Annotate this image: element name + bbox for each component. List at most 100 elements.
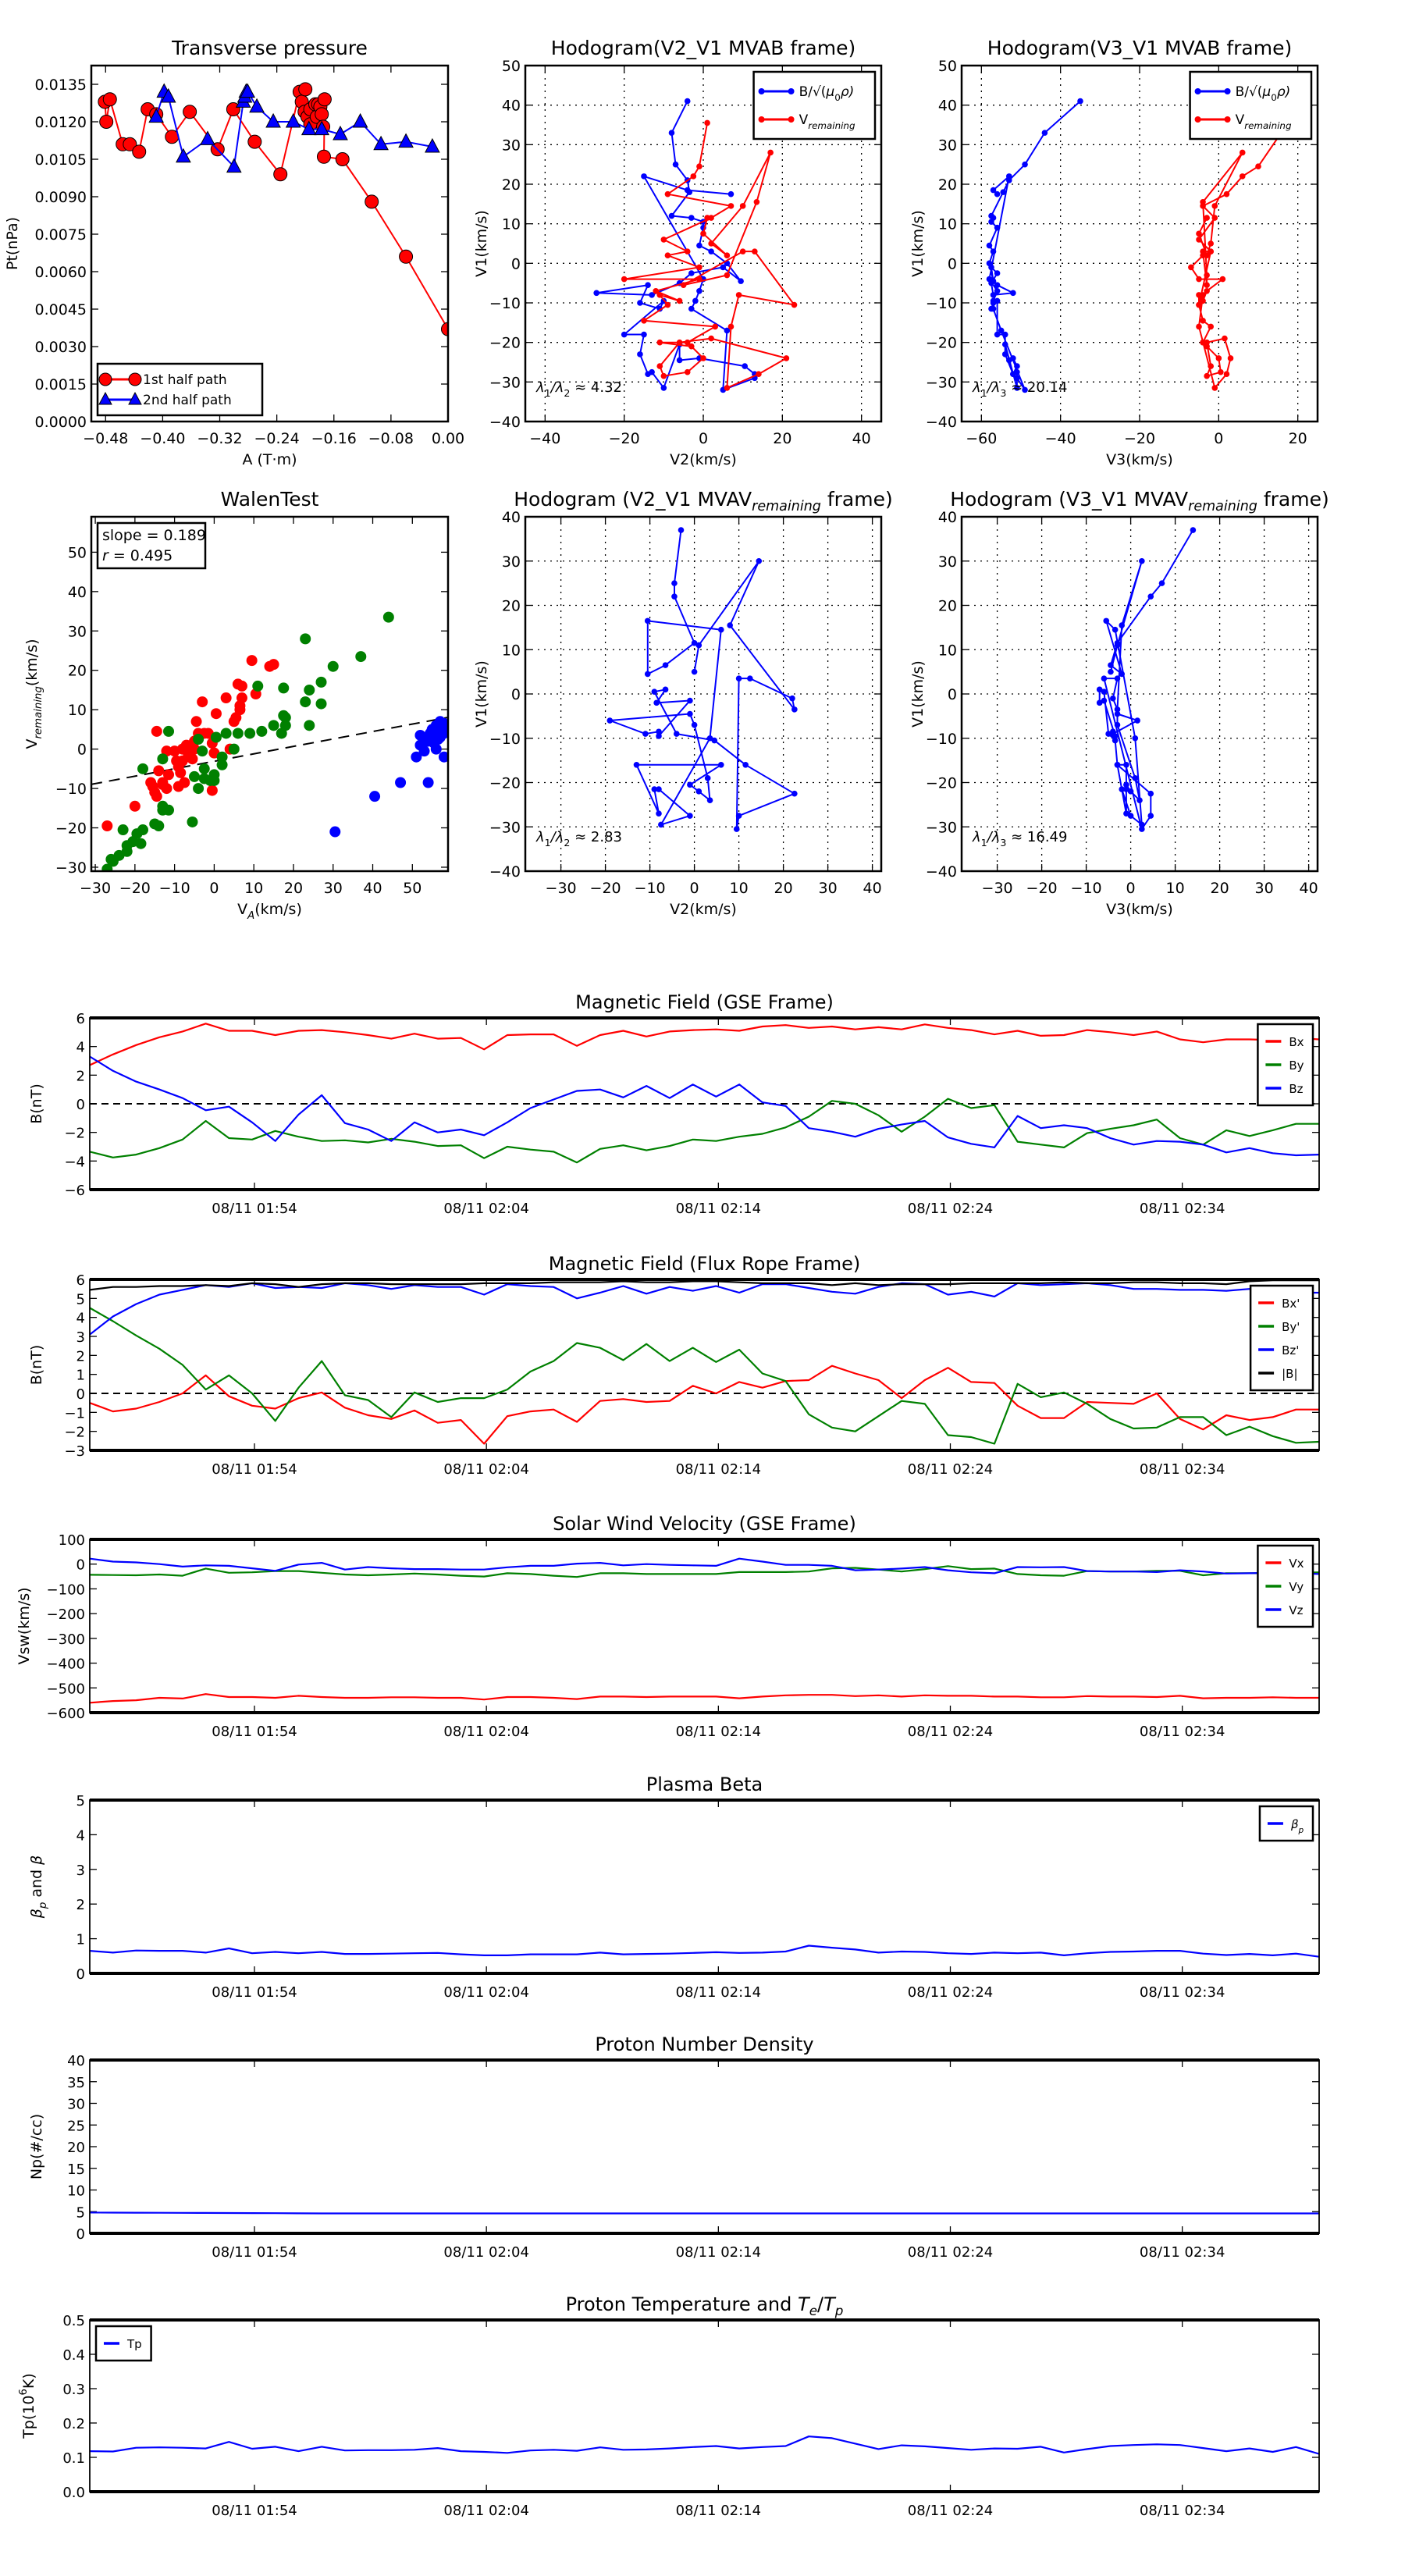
x-axis-label-part: V	[237, 901, 247, 918]
data-marker	[704, 119, 710, 126]
y-tick-label: 0.0030	[35, 339, 87, 356]
series-0	[90, 1023, 1319, 1066]
data-marker	[660, 372, 667, 379]
data-marker	[653, 699, 660, 706]
y-tick-label: 10	[68, 702, 87, 719]
scatter-point	[193, 783, 205, 795]
data-marker	[1022, 386, 1028, 393]
data-marker	[688, 343, 695, 350]
data-marker	[671, 593, 678, 600]
x-tick-label: 40	[1300, 880, 1318, 897]
legend-label-part: remaining	[1244, 120, 1292, 131]
y-axis-label-part: Tp(10	[20, 2396, 37, 2439]
series-line	[609, 529, 795, 831]
y-axis-label-part: K)	[20, 2373, 37, 2389]
scatter-point	[438, 717, 448, 729]
y-tick-label: −600	[47, 1706, 85, 1722]
data-marker	[333, 125, 348, 141]
x-tick-label: 0	[209, 880, 219, 897]
series-0	[101, 655, 279, 831]
series-line	[155, 91, 433, 168]
data-marker	[1103, 617, 1110, 624]
legend-label: By'	[1282, 1320, 1300, 1334]
eigenvalue-ratio-label-part: 1	[981, 387, 987, 399]
legend-label-part: |B|	[1282, 1367, 1297, 1381]
data-marker	[742, 762, 749, 768]
y-tick-label: 25	[67, 2118, 85, 2134]
chart-title: Transverse pressure	[171, 37, 368, 59]
data-marker	[676, 357, 683, 364]
data-marker	[684, 368, 691, 375]
x-tick-label: 20	[773, 430, 791, 447]
data-marker	[1010, 290, 1016, 297]
legend-label: Vx	[1289, 1557, 1304, 1571]
data-marker	[1215, 355, 1222, 361]
scatter-point	[198, 763, 210, 774]
x-tick-label: −0.32	[197, 430, 242, 447]
data-marker	[664, 301, 671, 308]
x-tick-label: −20	[590, 880, 621, 897]
series-line	[90, 1944, 1319, 1958]
y-tick-label: 6	[76, 1272, 85, 1289]
data-marker	[1200, 297, 1206, 304]
legend-label: Bz'	[1282, 1343, 1299, 1357]
data-marker	[637, 351, 643, 358]
chart-title-part: T	[798, 2293, 811, 2315]
chart-title: Plasma Beta	[646, 1774, 763, 1795]
legend: βp	[1258, 1805, 1314, 1842]
legend-entry: 2nd half path	[98, 391, 232, 408]
legend: Bx By Bz	[1257, 1023, 1314, 1107]
data-marker	[1139, 557, 1145, 564]
y-axis-label-part: V1(km/s)	[909, 210, 927, 277]
y-tick-label: 0.0120	[35, 114, 87, 131]
chart-title-part: Hodogram(V3_V1 MVAB frame)	[987, 37, 1292, 59]
y-tick-label: −10	[489, 731, 521, 748]
data-marker	[739, 248, 746, 254]
data-marker	[1096, 699, 1103, 706]
chart-title-part: Hodogram(V2_V1 MVAB frame)	[551, 37, 855, 59]
y-axis-label-part: (km/s)	[23, 639, 41, 686]
data-marker	[990, 297, 997, 304]
y-tick-label: −20	[489, 335, 521, 352]
y-tick-label: 0.0	[62, 2485, 85, 2501]
scatter-point	[395, 777, 407, 788]
data-marker	[739, 203, 746, 209]
y-axis-label: Np(#/cc)	[28, 2114, 45, 2179]
legend-label: Bz	[1289, 1082, 1303, 1096]
scatter-point	[300, 633, 311, 645]
scatter-point	[187, 816, 198, 827]
y-tick-label: 10	[67, 2183, 85, 2200]
data-marker	[706, 797, 713, 803]
data-marker	[1123, 762, 1129, 768]
data-marker	[240, 83, 255, 98]
data-marker	[1196, 276, 1202, 283]
data-marker	[249, 98, 265, 113]
legend-label: Bx	[1289, 1035, 1304, 1049]
legend-label-part: ρ)	[1277, 84, 1290, 100]
scatter-point	[153, 765, 165, 777]
legend: Vx Vy Vz	[1257, 1544, 1314, 1628]
data-marker	[1223, 190, 1230, 197]
data-marker	[660, 385, 667, 391]
chart-title-part: frame)	[1257, 488, 1329, 511]
data-marker	[1211, 385, 1218, 391]
legend-entry: Bz'	[1258, 1343, 1299, 1357]
scatter-point	[101, 820, 113, 831]
chart-title-part: Plasma Beta	[646, 1774, 763, 1795]
series-0	[986, 98, 1083, 393]
data-marker	[1196, 323, 1202, 330]
data-marker	[656, 292, 663, 298]
y-axis-label-part: and	[28, 1865, 45, 1902]
series-0	[90, 2211, 1319, 2215]
data-marker	[651, 786, 658, 792]
scatter-point	[208, 774, 220, 786]
data-marker	[1208, 240, 1214, 247]
data-marker	[783, 355, 790, 361]
legend-marker	[98, 391, 112, 405]
x-tick-label: 30	[324, 880, 343, 897]
scatter-point	[228, 743, 240, 755]
data-marker	[724, 385, 731, 391]
y-tick-label: 30	[502, 137, 521, 154]
legend-entry: Vz	[1265, 1603, 1304, 1617]
y-axis-label-part: V1(km/s)	[473, 660, 490, 728]
